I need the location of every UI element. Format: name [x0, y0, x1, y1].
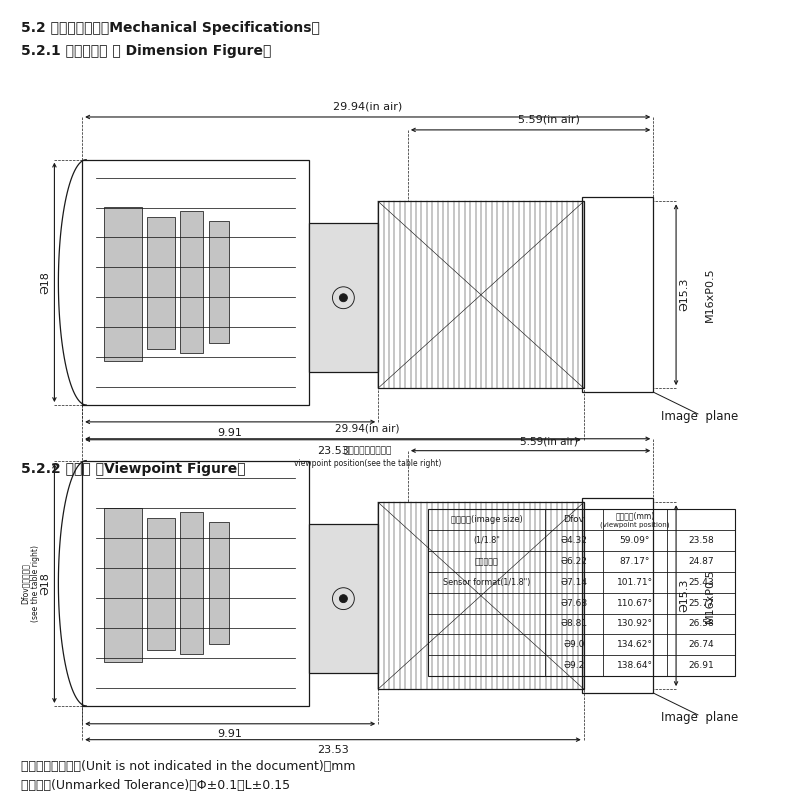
Bar — [309, 524, 378, 673]
Text: (viewpoint position): (viewpoint position) — [600, 521, 670, 528]
Bar — [582, 197, 654, 392]
Text: 26.58: 26.58 — [688, 620, 714, 629]
Circle shape — [339, 595, 347, 603]
Text: Dfov: Dfov — [563, 516, 584, 524]
Text: 26.74: 26.74 — [688, 640, 714, 650]
Text: 23.53: 23.53 — [317, 446, 349, 456]
Text: 26.91: 26.91 — [688, 661, 714, 670]
Bar — [179, 512, 203, 654]
Circle shape — [339, 294, 347, 301]
Text: 5.2 机构参数规格（Mechanical Specifications）: 5.2 机构参数规格（Mechanical Specifications） — [21, 21, 319, 35]
Text: (1/1.8": (1/1.8" — [473, 536, 500, 545]
Text: 以下芯片）: 以下芯片） — [474, 557, 498, 566]
Text: 25.77: 25.77 — [688, 599, 714, 608]
Text: Ə7.14: Ə7.14 — [560, 578, 587, 587]
Text: Ə6.22: Ə6.22 — [560, 557, 587, 566]
Text: 未注公差(Unmarked Tolerance)：Φ±0.1，L±0.15: 未注公差(Unmarked Tolerance)：Φ±0.1，L±0.15 — [21, 780, 290, 793]
Bar — [104, 508, 142, 663]
Text: viewpoint position(see the table right): viewpoint position(see the table right) — [294, 459, 442, 468]
Text: 134.62°: 134.62° — [617, 640, 653, 650]
Text: 59.09°: 59.09° — [620, 536, 650, 545]
Text: 23.53: 23.53 — [317, 745, 349, 755]
Text: Image  plane: Image plane — [661, 410, 738, 423]
Text: 110.67°: 110.67° — [617, 599, 653, 608]
Text: 5.59(in air): 5.59(in air) — [519, 436, 578, 447]
Text: 29.94(in air): 29.94(in air) — [333, 101, 402, 111]
Bar — [210, 221, 229, 343]
Text: 87.17°: 87.17° — [620, 557, 650, 566]
Text: Ə8.81: Ə8.81 — [560, 620, 587, 629]
Bar — [210, 522, 229, 644]
Text: 23.58: 23.58 — [688, 536, 714, 545]
Text: 138.64°: 138.64° — [617, 661, 653, 670]
Text: Ə15.3: Ə15.3 — [679, 579, 689, 612]
Text: 29.94(in air): 29.94(in air) — [335, 423, 400, 434]
Bar — [179, 212, 203, 353]
Bar — [146, 217, 174, 349]
Text: 101.71°: 101.71° — [617, 578, 653, 587]
Bar — [378, 503, 584, 689]
Text: Ə18: Ə18 — [41, 271, 50, 294]
Text: Dfov（见表格）
(see the table right): Dfov（见表格） (see the table right) — [21, 545, 40, 622]
Text: 9.91: 9.91 — [218, 427, 242, 438]
Text: 25.43: 25.43 — [688, 578, 714, 587]
Text: Ə15.3: Ə15.3 — [679, 278, 689, 311]
Text: 视点位置（见表格）: 视点位置（见表格） — [343, 447, 392, 456]
Text: 5.59(in air): 5.59(in air) — [518, 115, 579, 125]
Text: Ə9.0: Ə9.0 — [563, 640, 585, 650]
Text: Ə9.2: Ə9.2 — [563, 661, 585, 670]
Text: Ə18: Ə18 — [41, 572, 50, 595]
Text: 130.92°: 130.92° — [617, 620, 653, 629]
Text: 9.91: 9.91 — [218, 729, 242, 739]
Bar — [104, 208, 142, 361]
Text: Sensor format(1/1.8"): Sensor format(1/1.8") — [442, 578, 530, 587]
Bar — [582, 499, 654, 693]
Text: 本规格书未注单位(Unit is not indicated in the document)：mm: 本规格书未注单位(Unit is not indicated in the do… — [21, 760, 355, 772]
Bar — [378, 201, 584, 388]
Bar — [309, 223, 378, 372]
Bar — [82, 160, 309, 405]
Bar — [428, 509, 734, 676]
Bar — [146, 518, 174, 650]
Text: 5.2.2 视点图 （Viewpoint Figure）: 5.2.2 视点图 （Viewpoint Figure） — [21, 461, 246, 476]
Bar — [82, 461, 309, 706]
Text: M16xP0.5: M16xP0.5 — [705, 568, 715, 623]
Text: Ə7.68: Ə7.68 — [560, 599, 587, 608]
Text: 24.87: 24.87 — [688, 557, 714, 566]
Text: Ə4.32: Ə4.32 — [560, 536, 587, 545]
Text: M16xP0.5: M16xP0.5 — [705, 267, 715, 322]
Text: 视点位置(mm): 视点位置(mm) — [615, 511, 654, 520]
Text: Image  plane: Image plane — [661, 711, 738, 724]
Text: 像面大小(image size): 像面大小(image size) — [450, 516, 522, 524]
Text: 5.2.1 外形尺寸图 （ Dimension Figure）: 5.2.1 外形尺寸图 （ Dimension Figure） — [21, 44, 271, 58]
